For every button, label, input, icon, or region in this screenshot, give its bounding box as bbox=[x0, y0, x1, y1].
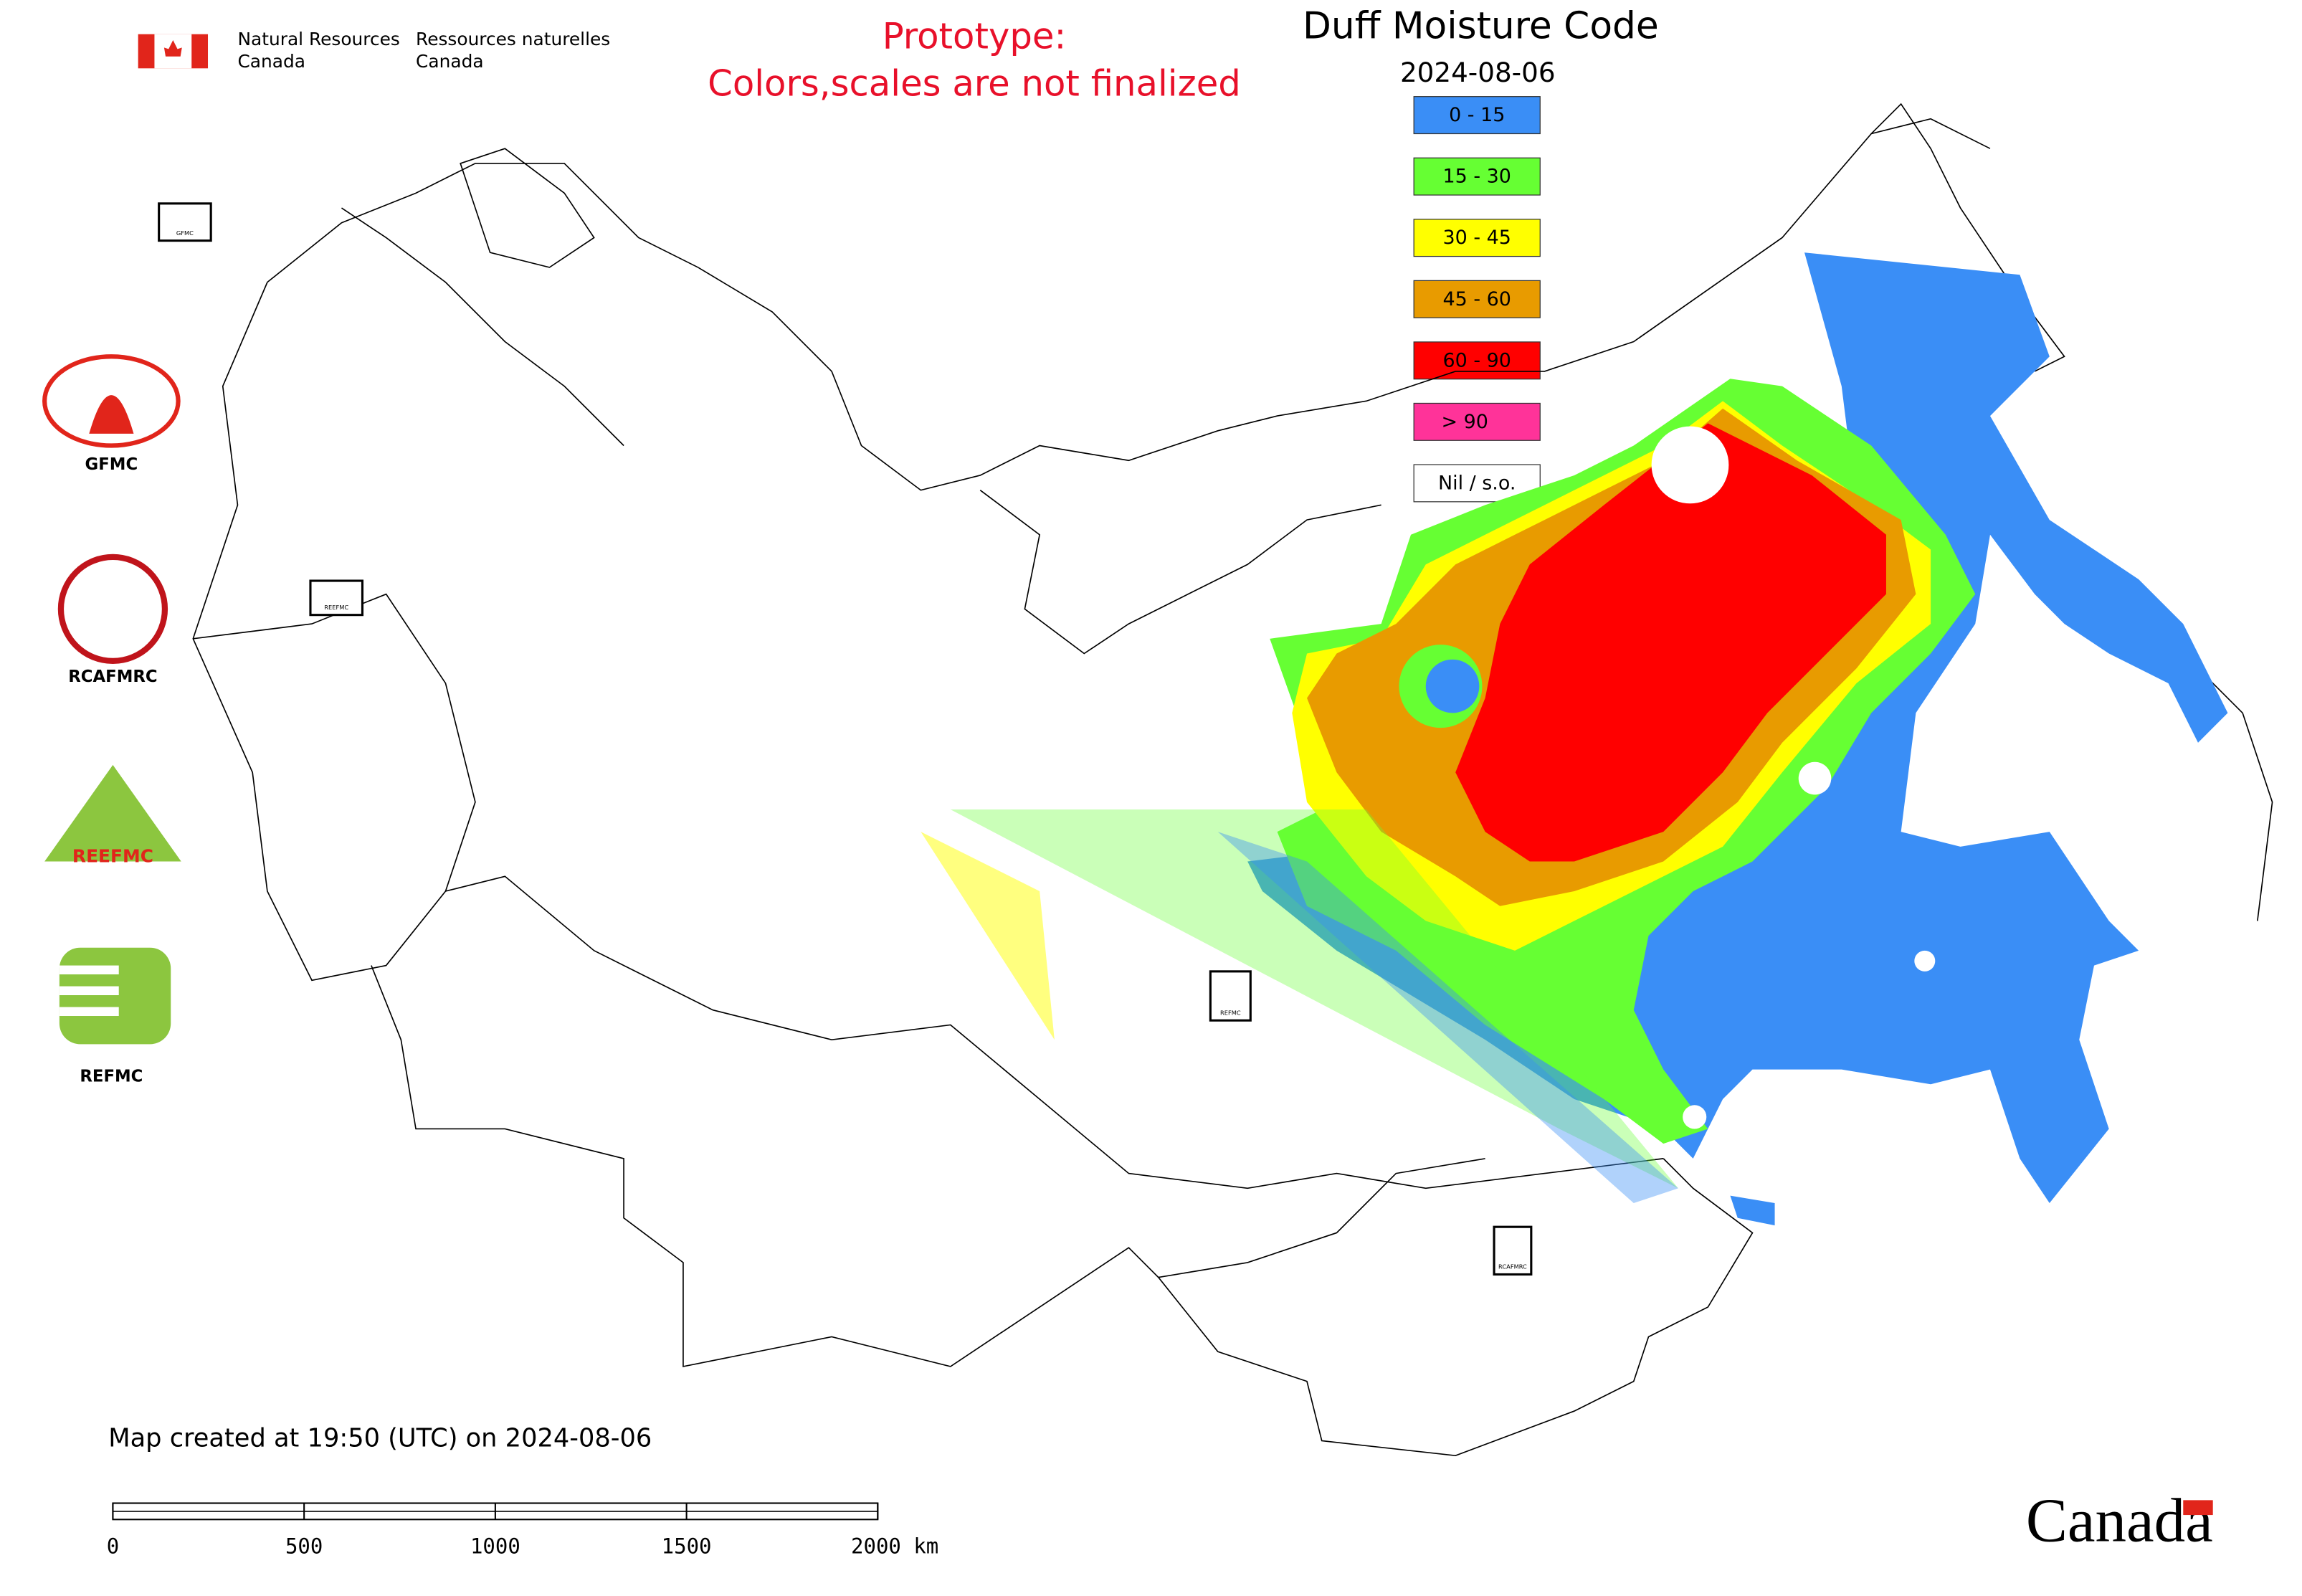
legend-label: 0 - 15 bbox=[1449, 104, 1505, 126]
scale-label: 1500 bbox=[662, 1534, 712, 1559]
dmc-zone bbox=[1455, 423, 1886, 862]
logo-label: RCAFMRC bbox=[68, 668, 157, 686]
marker-box bbox=[158, 202, 212, 242]
legend-swatch bbox=[1413, 157, 1541, 196]
agency-fr: Canada bbox=[416, 51, 484, 72]
notice: Colors,scales are not finalized bbox=[708, 63, 1241, 105]
marker-label: REEFMC bbox=[324, 604, 348, 611]
marker-label: RCAFMRC bbox=[1498, 1263, 1527, 1270]
scale-label: 500 bbox=[285, 1534, 323, 1559]
legend-swatch bbox=[1413, 96, 1541, 135]
swath bbox=[1217, 832, 1678, 1204]
marker-box bbox=[1209, 970, 1252, 1022]
agency-fr: Ressources naturelles bbox=[416, 29, 610, 49]
map-date: 2024-08-06 bbox=[1400, 57, 1556, 88]
legend-label: 15 - 30 bbox=[1443, 166, 1511, 188]
scale-label: 1000 bbox=[470, 1534, 520, 1559]
patch bbox=[1914, 950, 1936, 972]
legend-label: Nil / s.o. bbox=[1438, 472, 1516, 494]
legend-swatch bbox=[1413, 341, 1541, 380]
agency-en: Canada bbox=[237, 51, 305, 72]
dmc-surface bbox=[921, 252, 2228, 1226]
legend-label: > 90 bbox=[1442, 411, 1488, 433]
agency-en: Natural Resources bbox=[237, 29, 399, 49]
logo-label: REEFMC bbox=[72, 845, 153, 866]
marker-box bbox=[309, 579, 364, 617]
scale-bar: 0 500 1000 1500 2000 km bbox=[107, 1502, 938, 1559]
logo-label: REFMC bbox=[80, 1067, 143, 1086]
swath bbox=[950, 809, 1678, 1189]
maple-leaf bbox=[163, 39, 182, 57]
island bbox=[1730, 1195, 1775, 1226]
legend-label: 45 - 60 bbox=[1443, 288, 1511, 310]
legend: 0 - 15 15 - 30 30 - 45 45 - 60 60 - 90 > 90 Ni… bbox=[1413, 96, 1541, 503]
legend-swatch bbox=[1413, 219, 1541, 257]
map-title: Duff Moisture Code bbox=[1303, 4, 1659, 47]
scale-label: 2000 km bbox=[851, 1534, 938, 1559]
marker-label: REFMC bbox=[1220, 1009, 1241, 1016]
swath bbox=[921, 832, 1055, 1040]
patch bbox=[1651, 426, 1729, 504]
marker-box bbox=[1493, 1225, 1533, 1276]
patch bbox=[1683, 1105, 1707, 1129]
patch bbox=[1425, 659, 1480, 713]
wordmark-flag bbox=[2183, 1500, 2213, 1516]
legend-swatch bbox=[1413, 280, 1541, 318]
logos bbox=[42, 354, 181, 1045]
wordmark: Canada bbox=[2026, 1486, 2213, 1555]
notice: Prototype: bbox=[883, 15, 1067, 57]
legend-label: 30 - 45 bbox=[1443, 227, 1511, 249]
footer-note: Map created at 19:50 (UTC) on 2024-08-06 bbox=[108, 1423, 652, 1453]
logo-label: GFMC bbox=[85, 455, 138, 474]
scale-label: 0 bbox=[107, 1534, 119, 1559]
patch bbox=[1798, 761, 1832, 795]
map-markers: GFMC REEFMC REFMC RCAFMRC bbox=[158, 202, 1533, 1276]
legend-label: 60 - 90 bbox=[1443, 349, 1511, 371]
marker-label: GFMC bbox=[176, 229, 194, 237]
country-outlines bbox=[192, 103, 2273, 1457]
legend-swatch bbox=[1413, 402, 1541, 441]
